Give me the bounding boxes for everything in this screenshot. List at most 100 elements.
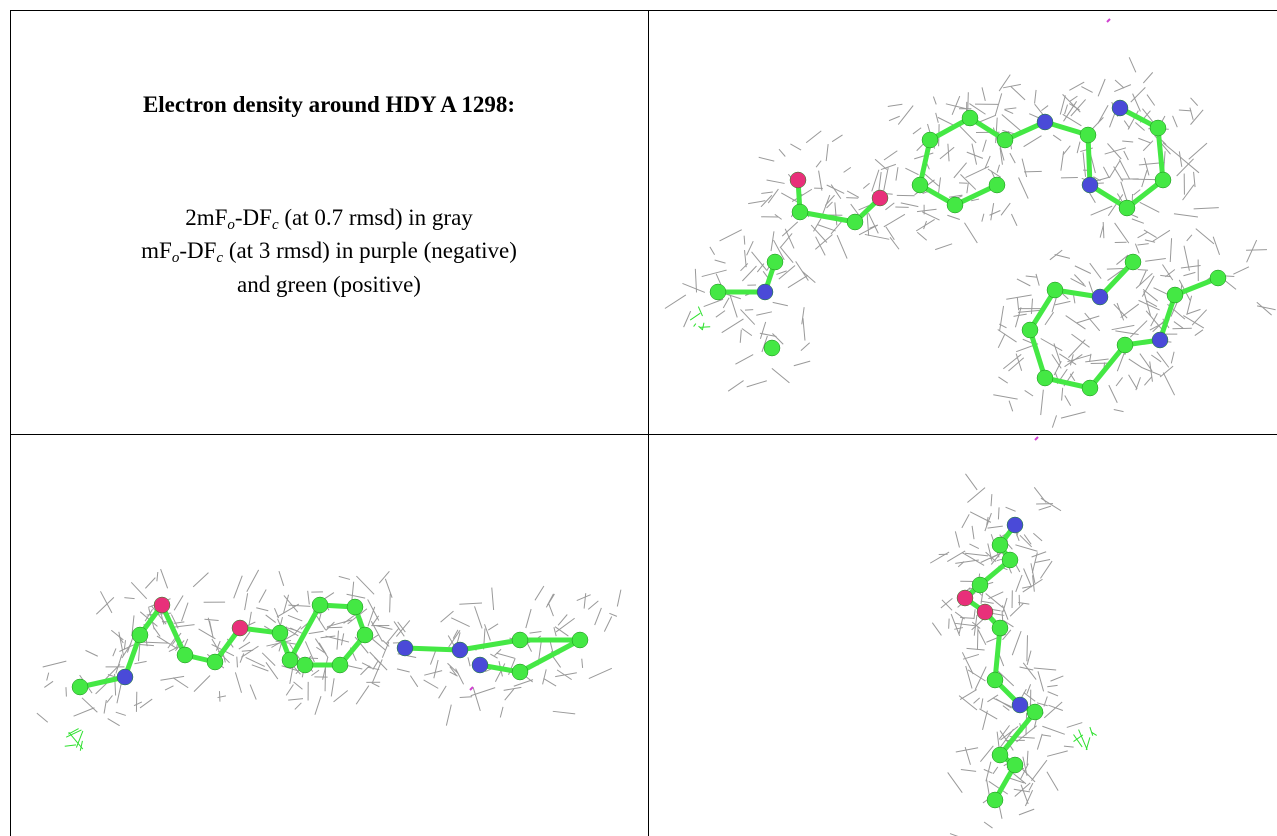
- density-mesh: [1193, 171, 1196, 188]
- density-mesh: [1160, 274, 1171, 278]
- density-mesh: [1016, 297, 1020, 311]
- density-mesh: [1020, 784, 1029, 805]
- density-mesh: [1028, 782, 1034, 791]
- density-mesh: [234, 672, 242, 693]
- density-mesh: [1143, 157, 1150, 176]
- density-mesh: [983, 821, 993, 829]
- atom: [176, 646, 194, 664]
- density-mesh: [133, 701, 143, 707]
- density-mesh: [467, 657, 471, 667]
- density-mesh: [308, 630, 324, 635]
- density-mesh: [1118, 159, 1130, 180]
- density-mesh: [980, 698, 984, 709]
- density-mesh: [1018, 177, 1029, 199]
- density-mesh: [779, 246, 794, 264]
- density-mesh: [144, 608, 153, 622]
- density-mesh: [1170, 351, 1175, 364]
- density-mesh: [487, 623, 499, 631]
- density-mesh: [780, 233, 793, 248]
- density-mesh: [1082, 152, 1087, 177]
- density-mesh: [307, 590, 310, 605]
- density-mesh: [249, 684, 257, 700]
- density-mesh: [1024, 390, 1034, 397]
- density-mesh: [504, 688, 515, 701]
- density-mesh: [204, 618, 219, 622]
- atom: [846, 213, 864, 231]
- density-mesh: [1195, 228, 1215, 245]
- bond: [1085, 134, 1093, 186]
- atom: [871, 189, 889, 207]
- density-mesh: [1026, 635, 1028, 662]
- density-mesh: [553, 627, 557, 637]
- positive-density: [698, 325, 704, 331]
- density-mesh: [988, 780, 1009, 795]
- density-mesh: [107, 718, 120, 727]
- positive-density: [1073, 734, 1084, 742]
- density-mesh: [1137, 243, 1149, 246]
- density-mesh: [1151, 354, 1162, 363]
- positive-density: [1073, 734, 1083, 748]
- density-mesh: [964, 222, 978, 244]
- positive-density: [65, 729, 82, 738]
- density-mesh: [1108, 384, 1118, 403]
- bond: [404, 645, 461, 653]
- positive-density: [1091, 731, 1097, 736]
- density-mesh: [715, 310, 726, 318]
- density-mesh: [459, 602, 483, 605]
- density-mesh: [145, 577, 156, 589]
- atom: [1111, 99, 1129, 117]
- density-mesh: [1013, 313, 1027, 317]
- density-mesh: [160, 568, 169, 589]
- density-mesh: [594, 607, 602, 626]
- density-mesh: [961, 514, 970, 529]
- density-mesh: [1139, 201, 1160, 213]
- density-mesh: [1113, 303, 1128, 319]
- density-mesh: [1186, 234, 1193, 242]
- density-mesh: [587, 600, 599, 610]
- density-mesh: [965, 665, 973, 689]
- positive-density: [68, 728, 79, 735]
- density-mesh: [998, 725, 1010, 740]
- bond: [1088, 343, 1127, 390]
- atom: [571, 631, 589, 649]
- density-mesh: [1023, 692, 1036, 702]
- density-mesh: [110, 629, 124, 641]
- atom: [976, 603, 994, 621]
- atom: [356, 626, 374, 644]
- density-mesh: [1050, 675, 1064, 682]
- density-mesh: [985, 761, 992, 782]
- density-mesh: [452, 629, 459, 639]
- density-mesh: [923, 172, 940, 187]
- density-mesh: [969, 103, 986, 115]
- density-mesh: [871, 169, 880, 192]
- density-mesh: [1141, 367, 1162, 376]
- density-mesh: [409, 675, 419, 688]
- density-mesh: [449, 666, 457, 676]
- density-mesh: [900, 202, 919, 208]
- density-mesh: [153, 627, 161, 637]
- density-mesh: [1074, 274, 1085, 286]
- density-mesh: [781, 192, 798, 203]
- atom: [1149, 119, 1167, 137]
- atom: [511, 631, 529, 649]
- density-mesh: [1256, 301, 1272, 316]
- atom: [511, 663, 529, 681]
- atom: [271, 624, 289, 642]
- density-mesh: [389, 593, 391, 613]
- density-mesh: [1246, 239, 1258, 263]
- density-mesh: [916, 208, 937, 213]
- density-mesh: [817, 224, 836, 232]
- density-mesh: [982, 710, 988, 731]
- density-mesh: [192, 572, 209, 588]
- density-mesh: [954, 627, 964, 630]
- density-mesh: [739, 329, 742, 343]
- density-mesh: [979, 708, 998, 720]
- density-mesh: [1132, 93, 1141, 112]
- density-mesh: [866, 211, 870, 236]
- density-mesh: [1170, 300, 1179, 317]
- density-mesh: [1069, 95, 1078, 102]
- density-mesh: [1031, 552, 1038, 573]
- density-mesh: [947, 214, 960, 221]
- positive-density: [75, 730, 84, 748]
- density-mesh: [787, 274, 809, 289]
